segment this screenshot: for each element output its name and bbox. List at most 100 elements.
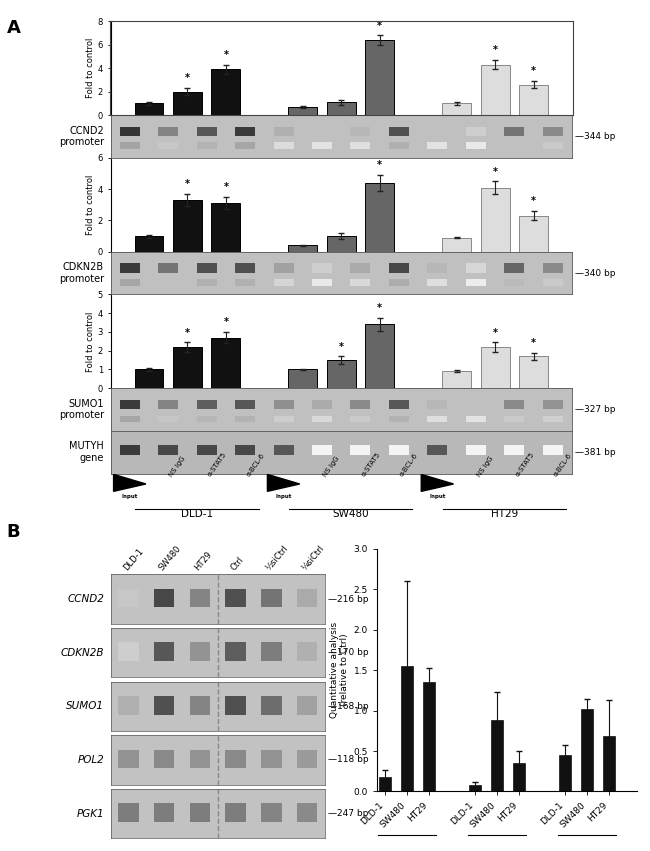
Text: *: * xyxy=(493,328,498,338)
Bar xyxy=(513,763,525,791)
Text: *: * xyxy=(185,73,190,83)
Bar xyxy=(120,415,140,422)
Text: DLD-1: DLD-1 xyxy=(181,510,213,519)
Bar xyxy=(519,215,548,252)
Bar xyxy=(466,400,486,409)
Bar xyxy=(274,415,294,422)
Text: ¼siCtrl: ¼siCtrl xyxy=(300,543,326,572)
Y-axis label: Fold to control: Fold to control xyxy=(86,311,95,372)
Bar xyxy=(190,643,210,661)
Text: Input: Input xyxy=(429,494,446,499)
Bar xyxy=(543,263,563,272)
Text: Ctrl: Ctrl xyxy=(229,555,245,572)
Bar xyxy=(423,683,435,791)
Bar xyxy=(297,750,317,768)
Text: *: * xyxy=(531,338,536,348)
Bar xyxy=(519,84,548,115)
Bar xyxy=(543,400,563,409)
Bar xyxy=(312,279,332,286)
Bar xyxy=(389,127,409,136)
Text: α-BCL-6: α-BCL-6 xyxy=(245,452,265,477)
Text: SUMO1: SUMO1 xyxy=(66,701,104,711)
Bar xyxy=(365,40,394,115)
Bar xyxy=(274,400,294,409)
Bar xyxy=(389,279,409,286)
Bar xyxy=(226,696,246,715)
Text: NS IgG: NS IgG xyxy=(168,455,187,477)
Text: ½siCtrl: ½siCtrl xyxy=(265,543,291,572)
Text: *: * xyxy=(531,197,536,206)
Y-axis label: Fold to control: Fold to control xyxy=(86,38,95,99)
Text: —170 bp: —170 bp xyxy=(328,648,369,657)
Bar xyxy=(274,127,294,136)
Bar xyxy=(173,347,202,388)
Bar xyxy=(261,589,281,608)
Bar xyxy=(312,415,332,422)
Bar xyxy=(350,415,370,422)
Text: *: * xyxy=(531,66,536,77)
Bar xyxy=(235,415,255,422)
Bar xyxy=(466,263,486,272)
Bar xyxy=(543,127,563,136)
Text: A: A xyxy=(6,19,20,37)
Text: *: * xyxy=(185,179,190,189)
Bar xyxy=(350,400,370,409)
Bar xyxy=(120,127,140,136)
Bar xyxy=(581,709,593,791)
Bar xyxy=(197,445,216,455)
Text: —381 bp: —381 bp xyxy=(575,448,616,457)
Bar xyxy=(190,803,210,822)
Bar xyxy=(466,415,486,422)
Bar xyxy=(211,70,240,115)
Bar xyxy=(504,127,525,136)
Bar xyxy=(491,720,503,791)
Text: —118 bp: —118 bp xyxy=(328,756,369,764)
Text: *: * xyxy=(224,317,228,328)
Bar xyxy=(197,263,216,272)
Bar xyxy=(480,65,510,115)
Bar xyxy=(135,236,163,252)
Bar xyxy=(350,445,370,455)
Text: α-STAT5: α-STAT5 xyxy=(514,451,536,477)
Text: α-STAT5: α-STAT5 xyxy=(207,451,228,477)
Bar xyxy=(261,696,281,715)
Bar xyxy=(226,589,246,608)
Bar xyxy=(158,400,178,409)
Bar xyxy=(158,445,178,455)
Text: CDKN2B: CDKN2B xyxy=(60,648,104,658)
Bar xyxy=(312,142,332,149)
Text: B: B xyxy=(6,523,20,541)
Bar xyxy=(428,263,447,272)
Y-axis label: Fold to control: Fold to control xyxy=(86,174,95,235)
Bar xyxy=(504,279,525,286)
Bar xyxy=(118,803,138,822)
Polygon shape xyxy=(421,474,454,491)
Bar xyxy=(154,643,174,661)
Text: MUTYH
gene: MUTYH gene xyxy=(70,442,104,463)
Bar xyxy=(235,445,255,455)
Text: *: * xyxy=(377,160,382,170)
Bar xyxy=(197,415,216,422)
Polygon shape xyxy=(114,474,146,491)
Bar xyxy=(297,696,317,715)
Text: *: * xyxy=(377,20,382,31)
Text: *: * xyxy=(224,50,228,60)
Bar xyxy=(274,279,294,286)
Bar xyxy=(389,400,409,409)
Text: NS IgG: NS IgG xyxy=(322,455,341,477)
Bar xyxy=(312,263,332,272)
Bar xyxy=(428,279,447,286)
Bar xyxy=(428,400,447,409)
Bar xyxy=(327,236,356,252)
Bar xyxy=(154,696,174,715)
Bar xyxy=(274,445,294,455)
Bar xyxy=(135,104,163,115)
Text: —247 bp: —247 bp xyxy=(328,809,369,818)
Bar xyxy=(466,445,486,455)
Bar xyxy=(289,107,317,115)
Bar xyxy=(327,360,356,388)
Bar xyxy=(226,750,246,768)
Bar xyxy=(543,279,563,286)
Bar xyxy=(312,400,332,409)
Bar xyxy=(226,803,246,822)
